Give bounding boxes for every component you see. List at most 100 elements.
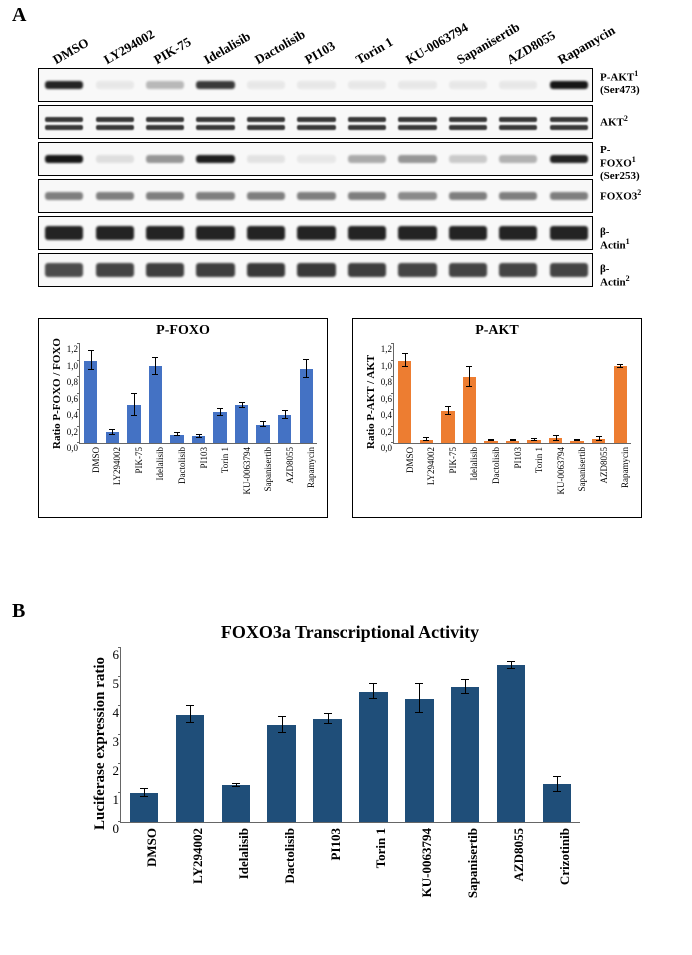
- blot-band: [247, 192, 285, 200]
- drug-label: Idelalisib: [201, 28, 253, 68]
- pakt-title: P-AKT: [353, 323, 641, 339]
- blot-band: [398, 263, 436, 277]
- bar: [213, 412, 226, 443]
- blot-band: [398, 125, 436, 130]
- panelb-ylabel: Luciferase expression ratio: [92, 657, 109, 830]
- bar: [222, 785, 250, 822]
- blot-band: [45, 125, 83, 130]
- blot-band: [297, 81, 335, 89]
- blot-row-label: β-Actin1: [600, 226, 630, 252]
- blot-band: [297, 226, 335, 240]
- bar: [313, 719, 341, 822]
- x-label: KU-0063794: [556, 447, 566, 507]
- blot-row: [38, 179, 593, 213]
- blot-band: [196, 81, 234, 89]
- blot-band: [146, 155, 184, 163]
- blot-band: [196, 125, 234, 130]
- blot-band: [45, 226, 83, 240]
- blot-band: [146, 81, 184, 89]
- x-label: Sapanisertib: [577, 447, 587, 507]
- blot-band: [550, 192, 588, 200]
- blot-band: [348, 117, 386, 122]
- blot-band: [96, 155, 134, 163]
- blot-row-label: P-FOXO1(Ser253): [600, 144, 640, 182]
- blot-band: [45, 192, 83, 200]
- blot-band: [196, 226, 234, 240]
- blot-band: [297, 192, 335, 200]
- x-label: PIK-75: [134, 447, 144, 507]
- blot-band: [449, 192, 487, 200]
- x-label: Sapanisertib: [465, 828, 481, 928]
- x-label: Idelalisib: [155, 447, 165, 507]
- x-label: Dactolisib: [177, 447, 187, 507]
- blot-band: [247, 125, 285, 130]
- drug-label: Dactolisib: [252, 26, 308, 68]
- blot-row: [38, 216, 593, 250]
- blot-band: [398, 117, 436, 122]
- blot-band: [96, 263, 134, 277]
- blot-area: P-AKT1(Ser473)AKT2P-FOXO1(Ser253)FOXO32β…: [38, 68, 593, 290]
- blot-band: [45, 81, 83, 89]
- pfoxo-ylabel: Ratio P-FOXO / FOXO: [51, 338, 63, 449]
- blot-band: [348, 263, 386, 277]
- bar: [614, 366, 627, 443]
- drug-label: DMSO: [50, 35, 92, 68]
- blot-band: [550, 117, 588, 122]
- blot-band: [45, 117, 83, 122]
- blot-band: [499, 117, 537, 122]
- blot-band: [146, 192, 184, 200]
- blot-band: [96, 81, 134, 89]
- blot-band: [297, 125, 335, 130]
- pakt-chart-box: P-AKT Ratio P-AKT / AKT 0,00,20,40,60,81…: [352, 318, 642, 518]
- blot-row-label: AKT2: [600, 115, 628, 129]
- x-label: PI103: [199, 447, 209, 507]
- x-label: Torin 1: [373, 828, 389, 928]
- blot-band: [348, 125, 386, 130]
- blot-row: [38, 68, 593, 102]
- blot-band: [96, 125, 134, 130]
- x-label: PI103: [328, 828, 344, 928]
- panelb-title: FOXO3a Transcriptional Activity: [130, 622, 570, 643]
- blot-band: [196, 117, 234, 122]
- x-label: Dactolisib: [491, 447, 501, 507]
- x-label: Sapanisertib: [263, 447, 273, 507]
- blot-band: [550, 125, 588, 130]
- blot-band: [146, 125, 184, 130]
- blot-band: [348, 155, 386, 163]
- bar: [300, 369, 313, 443]
- bar: [398, 361, 411, 444]
- x-label: DMSO: [405, 447, 415, 507]
- pfoxo-plot: 0,00,20,40,60,81,01,2DMSOLY294002PIK-75I…: [79, 344, 317, 444]
- blot-band: [449, 226, 487, 240]
- bar: [451, 687, 479, 822]
- blot-row-label: β-Actin2: [600, 263, 630, 289]
- bar: [235, 405, 248, 443]
- bar: [405, 699, 433, 822]
- blot-band: [297, 117, 335, 122]
- x-label: KU-0063794: [242, 447, 252, 507]
- blot-row: [38, 142, 593, 176]
- x-label: LY294002: [426, 447, 436, 507]
- blot-band: [398, 155, 436, 163]
- blot-band: [499, 192, 537, 200]
- blot-band: [499, 226, 537, 240]
- blot-band: [146, 263, 184, 277]
- blot-band: [247, 117, 285, 122]
- blot-band: [297, 155, 335, 163]
- panel-a-label: A: [12, 4, 26, 27]
- x-label: LY294002: [190, 828, 206, 928]
- x-label: Crizotinib: [557, 828, 573, 928]
- pfoxo-chart-box: P-FOXO Ratio P-FOXO / FOXO 0,00,20,40,60…: [38, 318, 328, 518]
- bar: [359, 692, 387, 823]
- x-label: PIK-75: [448, 447, 458, 507]
- blot-band: [348, 81, 386, 89]
- blot-band: [196, 192, 234, 200]
- blot-row: [38, 253, 593, 287]
- x-label: DMSO: [91, 447, 101, 507]
- blot-band: [348, 226, 386, 240]
- drug-labels-top: DMSOLY294002PIK-75IdelalisibDactolisibPI…: [48, 8, 608, 68]
- drug-label: PIK-75: [151, 34, 194, 68]
- bar: [267, 725, 295, 822]
- blot-band: [146, 117, 184, 122]
- x-label: KU-0063794: [419, 828, 435, 928]
